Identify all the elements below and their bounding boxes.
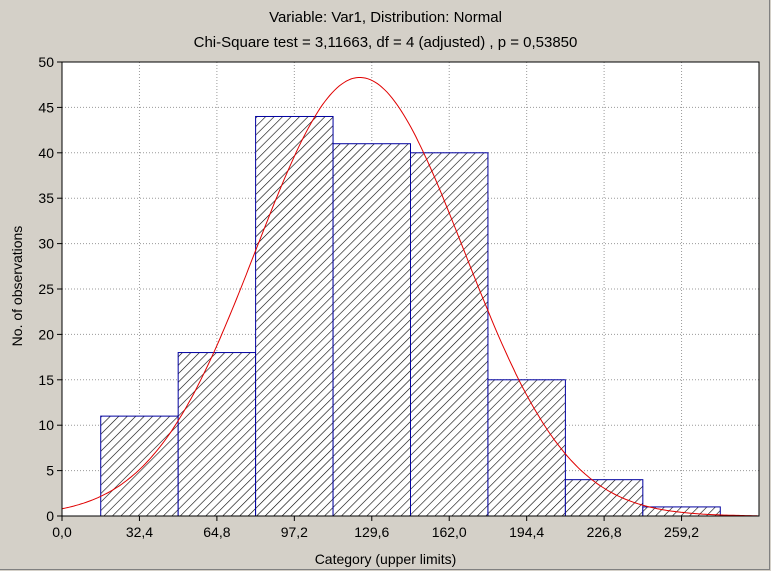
x-tick-label: 97,2	[281, 524, 308, 540]
x-tick-label: 0,0	[52, 524, 72, 540]
normal-fit-curve	[62, 77, 758, 516]
x-tick-label: 226,8	[587, 524, 622, 540]
x-tick-label: 64,8	[203, 524, 230, 540]
chart-title: Variable: Var1, Distribution: Normal	[269, 9, 502, 26]
histogram-bar	[487, 379, 566, 517]
y-tick-label: 10	[38, 417, 54, 433]
x-tick-label: 162,0	[432, 524, 467, 540]
y-tick-label: 0	[46, 508, 54, 524]
histogram-bar	[177, 352, 257, 517]
x-axis-label: Category (upper limits)	[314, 551, 457, 567]
y-tick-label: 40	[38, 145, 54, 161]
x-tick-label: 32,4	[126, 524, 153, 540]
y-tick-label: 25	[38, 281, 54, 297]
x-tick-label: 259,2	[664, 524, 699, 540]
axes: 0 5 10 15 20 25 30 35 40 45 50 0,0 32,4 64,8 97,2 129,6…	[38, 54, 760, 540]
y-tick-label: 50	[38, 54, 54, 70]
histogram-bar	[100, 415, 179, 517]
x-tick-label: 129,6	[354, 524, 389, 540]
histogram-bars	[100, 115, 721, 517]
histogram-bar	[255, 115, 334, 517]
histogram-bar	[564, 479, 644, 517]
y-tick-label: 5	[46, 463, 54, 479]
y-tick-label: 45	[38, 99, 54, 115]
y-tick-label: 30	[38, 236, 54, 252]
normal-fit-curve-group	[62, 77, 758, 516]
y-tick-label: 15	[38, 372, 54, 388]
x-tick-label: 194,4	[509, 524, 544, 540]
chart-subtitle: Chi-Square test = 3,11663, df = 4 (adjus…	[193, 34, 578, 51]
histogram-bar	[332, 143, 411, 517]
y-tick-label: 20	[38, 326, 54, 342]
histogram-bar	[410, 152, 489, 517]
y-tick-label: 35	[38, 190, 54, 206]
plot-border	[61, 61, 760, 517]
